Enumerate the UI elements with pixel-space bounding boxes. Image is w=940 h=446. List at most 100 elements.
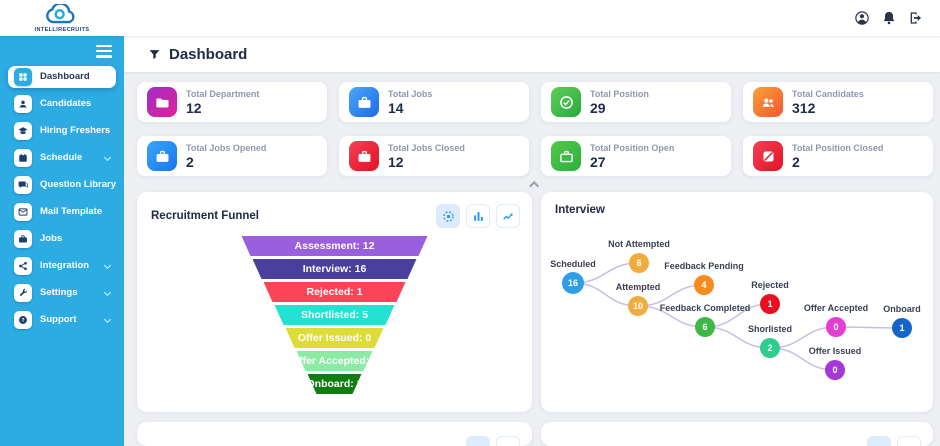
sidebar-item-label: Candidates xyxy=(40,98,92,110)
sidebar: Dashboard Candidates Hiring Freshers Sch… xyxy=(0,36,124,446)
chart-view-toggles xyxy=(436,204,520,228)
collapse-row xyxy=(137,176,933,192)
node-label: Rejected xyxy=(751,280,789,290)
sidebar-item-label: Hiring Freshers xyxy=(40,125,111,137)
node-label: Offer Accepted xyxy=(804,303,868,313)
sidebar-item-dashboard[interactable]: Dashboard xyxy=(8,65,116,88)
panel-title: Recruitment Funnel xyxy=(151,210,259,222)
node-circle-offer_accepted[interactable] xyxy=(826,317,846,337)
cloud-logo-icon xyxy=(46,3,75,23)
node-circle-attempted[interactable] xyxy=(628,296,648,316)
sidebar-item-label: Jobs xyxy=(40,233,63,245)
graduation-cap-icon xyxy=(14,121,32,140)
node-circle-onboard[interactable] xyxy=(892,318,912,338)
funnel-stage xyxy=(286,328,384,348)
bar-chart-icon[interactable] xyxy=(466,204,490,228)
chat-icon xyxy=(14,175,32,194)
dashboard-content: Total Department 12 Total Jobs 14 Total … xyxy=(124,72,940,446)
funnel-stage-label: Assessment: 12 xyxy=(294,240,375,252)
interview-panel: Interview Scheduled 16 Not Attempted 6 Attem… xyxy=(541,192,933,412)
node-label: Shorlisted xyxy=(748,324,792,334)
chart-toggle-icon[interactable] xyxy=(867,436,891,446)
filter-funnel-icon xyxy=(149,49,160,59)
sidebar-item-schedule[interactable]: Schedule xyxy=(8,147,116,169)
sidebar-item-label: Dashboard xyxy=(40,71,90,83)
stat-card-total-jobs: Total Jobs 14 xyxy=(339,82,529,122)
node-value: 2 xyxy=(767,343,772,353)
wrench-icon xyxy=(14,283,32,302)
funnel-stage-label: Offer Accepted: 0 xyxy=(290,355,379,367)
bottom-left-panel xyxy=(137,422,532,446)
page-header: Dashboard xyxy=(124,36,940,72)
brand-name: INTELLIRECRUITS xyxy=(34,26,90,33)
funnel-stage xyxy=(242,236,428,256)
funnel-view-icon[interactable] xyxy=(436,204,460,228)
funnel-panel-header: Recruitment Funnel xyxy=(137,192,532,232)
chart-toggle-icon[interactable] xyxy=(496,436,520,446)
stat-value: 27 xyxy=(590,153,606,170)
collapse-chevron-icon[interactable] xyxy=(528,180,539,191)
node-circle-feedback_pending[interactable] xyxy=(694,275,714,295)
node-circle-rejected[interactable] xyxy=(760,294,780,314)
node-label: Feedback Completed xyxy=(660,303,751,313)
sidebar-item-jobs[interactable]: Jobs xyxy=(8,228,116,250)
node-label: Offer Issued xyxy=(809,346,862,356)
sidebar-item-mail-template[interactable]: Mail Template xyxy=(8,201,116,223)
charts-row: Recruitment Funnel Assessment: 12 Inter xyxy=(137,192,933,412)
interview-panel-header: Interview xyxy=(541,192,933,220)
brand-logo[interactable]: INTELLIRECRUITS xyxy=(0,3,124,33)
node-label: Scheduled xyxy=(550,259,596,269)
sidebar-item-hiring-freshers[interactable]: Hiring Freshers xyxy=(8,120,116,142)
briefcase-outline-icon xyxy=(551,141,581,171)
node-label: Onboard xyxy=(883,304,921,314)
calendar-icon xyxy=(14,148,32,167)
stat-label: Total Position Open xyxy=(590,142,675,153)
briefcase-icon xyxy=(349,87,379,117)
chevron-down-icon xyxy=(103,154,112,162)
page-title: Dashboard xyxy=(169,45,248,63)
node-value: 10 xyxy=(633,301,643,311)
node-circle-not_attempted[interactable] xyxy=(629,253,649,273)
sidebar-item-question-library[interactable]: Question Library xyxy=(8,174,116,196)
chevron-down-icon xyxy=(103,289,112,297)
stat-value: 14 xyxy=(388,99,404,116)
chart-toggle-icon[interactable] xyxy=(466,436,490,446)
sidebar-item-candidates[interactable]: Candidates xyxy=(8,93,116,115)
stat-card-total-department: Total Department 12 xyxy=(137,82,327,122)
funnel-stage-label: Shortlisted: 5 xyxy=(300,309,369,321)
chart-toggle-icon[interactable] xyxy=(897,436,921,446)
stat-value: 2 xyxy=(186,153,194,170)
briefcase-icon xyxy=(147,141,177,171)
stat-card-total-candidates: Total Candidates 312 xyxy=(743,82,933,122)
question-circle-icon: ? xyxy=(14,310,32,329)
node-circle-offer_issued[interactable] xyxy=(825,360,845,380)
chevron-down-icon xyxy=(103,316,112,324)
node-circle-feedback_completed[interactable] xyxy=(695,317,715,337)
sidebar-item-integration[interactable]: Integration xyxy=(8,255,116,277)
panel-title: Interview xyxy=(555,204,605,216)
menu-icon[interactable] xyxy=(0,36,124,62)
check-circle-icon xyxy=(551,87,581,117)
notifications-icon[interactable] xyxy=(881,9,899,27)
funnel-chart: Assessment: 12 Interview: 16 Rejected: 1 Sh… xyxy=(137,236,532,397)
line-chart-icon[interactable] xyxy=(496,204,520,228)
account-icon[interactable] xyxy=(854,9,872,27)
stat-card-total-jobs-closed: Total Jobs Closed 12 xyxy=(339,136,529,176)
stat-label: Total Candidates xyxy=(792,88,864,99)
funnel-stage xyxy=(297,351,373,371)
share-nodes-icon xyxy=(14,256,32,275)
stat-cards-grid: Total Department 12 Total Jobs 14 Total … xyxy=(137,82,933,176)
node-circle-scheduled[interactable] xyxy=(562,272,584,294)
funnel-stage-label: Offer Issued: 0 xyxy=(297,332,372,344)
sidebar-item-support[interactable]: ? Support xyxy=(8,309,116,331)
logout-icon[interactable] xyxy=(908,9,926,27)
sidebar-item-label: Support xyxy=(40,314,77,326)
stat-label: Total Position xyxy=(590,88,649,99)
dashboard-icon xyxy=(14,67,32,86)
topbar: INTELLIRECRUITS xyxy=(0,0,940,36)
sidebar-item-settings[interactable]: Settings xyxy=(8,282,116,304)
node-circle-shorlisted[interactable] xyxy=(760,338,780,358)
sidebar-item-label: Question Library xyxy=(40,179,117,191)
stat-card-total-position-closed: Total Position Closed 2 xyxy=(743,136,933,176)
